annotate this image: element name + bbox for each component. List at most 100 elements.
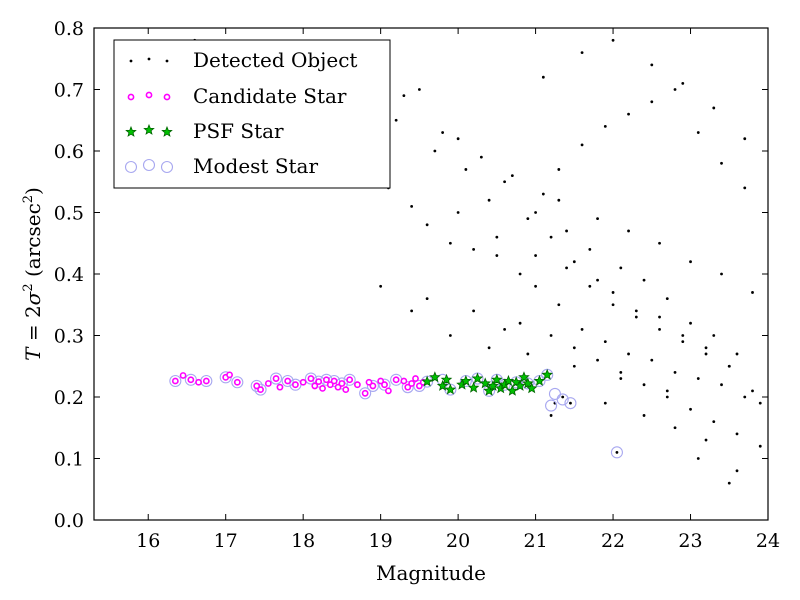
x-tick-label: 23: [678, 530, 702, 552]
psf-star-point: [471, 372, 484, 384]
detected-object-point: [472, 309, 476, 313]
psf-star-point: [525, 382, 538, 394]
detected-object-point: [549, 334, 553, 337]
x-tick-label: 17: [214, 530, 238, 552]
psf-star-point: [487, 379, 499, 391]
modest-star-point: [270, 372, 283, 385]
psf-star-point: [444, 383, 457, 395]
detected-object-point: [448, 241, 452, 245]
x-tick-label: 21: [523, 530, 547, 552]
psf-star-point: [479, 377, 492, 389]
detected-object-point: [712, 106, 716, 110]
detected-object-point: [727, 481, 731, 485]
legend-marker-candidate: [145, 91, 153, 99]
detected-object-point: [696, 377, 700, 380]
detected-object-point: [689, 407, 692, 411]
legend-markers: [124, 57, 174, 174]
detected-object-point: [673, 371, 677, 374]
y-axis-title-unit-open: (arcsec: [21, 203, 45, 283]
detected-object-point: [603, 340, 607, 344]
legend: Detected Object Candidate Star PSF Star …: [113, 39, 391, 189]
detected-object-point: [580, 143, 584, 147]
detected-object-point: [402, 94, 406, 98]
detected-object-point: [735, 469, 739, 473]
detected-object-point: [588, 248, 592, 251]
detected-object-point: [696, 457, 700, 460]
candidate-star-point: [202, 377, 210, 385]
detected-object-point: [665, 389, 669, 393]
candidate-star-point: [233, 378, 241, 386]
detected-object-point: [561, 395, 565, 399]
x-tick-label: 22: [601, 530, 625, 552]
detected-object-point: [425, 223, 429, 227]
y-tick-label: 0.0: [54, 510, 84, 532]
psf-star-point: [421, 375, 433, 387]
modest-star-point: [378, 378, 391, 391]
psf-star-point: [514, 379, 526, 391]
candidate-star-point: [257, 386, 264, 394]
legend-marker-detected: [165, 59, 169, 63]
detected-object-point: [557, 198, 561, 202]
detected-object-point: [642, 414, 646, 417]
detected-object-point: [518, 272, 522, 276]
psf-star-point: [502, 374, 515, 386]
candidate-star-point: [292, 381, 299, 389]
detected-object-point: [526, 217, 530, 221]
psf-star-point: [518, 371, 530, 383]
candidate-star-point: [377, 377, 385, 385]
detected-object-point: [495, 254, 499, 257]
detected-object-point: [456, 211, 460, 214]
y-tick-label: 0.8: [54, 18, 84, 40]
candidate-star-point: [330, 377, 338, 385]
detected-object-point: [534, 254, 537, 257]
detected-object-point: [735, 432, 739, 436]
detected-object-point: [487, 198, 491, 202]
legend-marker-psf: [143, 123, 155, 135]
candidate-star-point: [179, 372, 187, 379]
detected-object-point: [727, 364, 731, 368]
detected-object-point: [379, 284, 383, 288]
y-tick-label: 0.3: [54, 326, 84, 348]
candidate-star-point: [369, 382, 377, 390]
detected-object-point: [720, 161, 723, 165]
candidate-star-point: [354, 381, 361, 389]
detected-object-point: [720, 383, 723, 387]
detected-object-point: [743, 137, 747, 141]
modest-star-point: [366, 379, 379, 392]
x-tick-label: 18: [291, 530, 315, 552]
legend-label-candidate: Candidate Star: [193, 84, 347, 108]
detected-object-point: [650, 358, 654, 362]
detected-object-point: [673, 426, 677, 430]
detected-object-point: [572, 260, 576, 264]
candidate-star-point: [253, 382, 261, 390]
x-tick-label: 24: [756, 530, 780, 552]
candidate-star-point: [384, 387, 392, 395]
detected-object-point: [495, 235, 499, 239]
modest-star-point: [169, 374, 182, 388]
legend-marker-candidate: [163, 93, 171, 101]
psf-star-point: [541, 368, 553, 380]
candidate-star-point: [323, 376, 330, 384]
detected-object-point: [627, 229, 630, 233]
psf-star-point: [491, 373, 503, 385]
detected-object-point: [541, 192, 545, 196]
candidate-star-point: [195, 378, 202, 386]
y-axis-title-variable: T: [21, 346, 45, 361]
modest-star-point: [564, 397, 577, 410]
modest-star-point: [556, 393, 569, 406]
modest-star-point: [610, 446, 623, 459]
detected-object-point: [464, 168, 468, 171]
detected-object-point: [487, 346, 491, 350]
detected-object-point: [569, 401, 572, 405]
x-tick-label: 16: [136, 530, 160, 552]
candidate-star-point: [346, 376, 354, 384]
y-axis-title-unit-close: ): [21, 187, 45, 195]
candidate-star-point: [276, 383, 284, 391]
modest-star-point: [401, 381, 414, 394]
candidate-star-point: [226, 371, 233, 379]
candidate-star-point: [311, 382, 319, 390]
y-axis-title-exponent: 2: [21, 283, 36, 291]
detected-object-point: [704, 346, 708, 350]
detected-object-point: [627, 352, 630, 356]
candidate-star-point: [342, 386, 350, 394]
